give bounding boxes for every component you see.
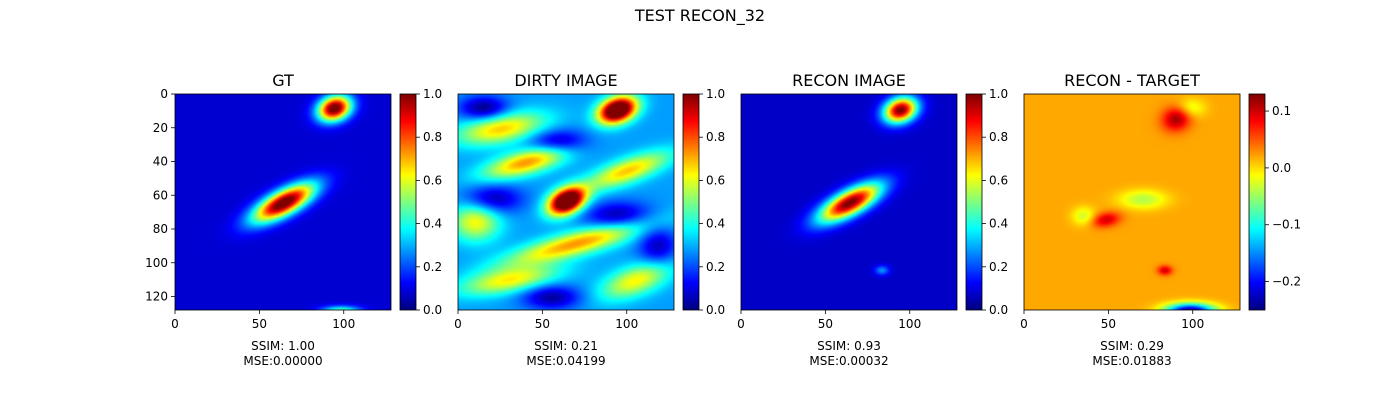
subplot-title: RECON - TARGET xyxy=(1064,71,1200,90)
colorbar-tick-label: −0.2 xyxy=(1272,275,1301,289)
ssim-label: SSIM: 0.21 xyxy=(534,339,598,353)
x-tick-label: 50 xyxy=(1101,317,1116,331)
x-tick-label: 100 xyxy=(615,317,638,331)
x-tick-label: 100 xyxy=(332,317,355,331)
y-tick-label: 40 xyxy=(153,155,168,169)
colorbar xyxy=(683,94,699,310)
ssim-label: SSIM: 0.93 xyxy=(817,339,881,353)
axes-frame xyxy=(1023,93,1241,311)
mse-label: MSE:0.01883 xyxy=(1092,354,1171,368)
ssim-label: SSIM: 0.29 xyxy=(1100,339,1164,353)
y-tick-label: 20 xyxy=(153,121,168,135)
colorbar-tick-label: 0.0 xyxy=(1272,161,1291,175)
colorbar-frame xyxy=(965,93,983,311)
colorbar-tick-label: 0.4 xyxy=(706,217,725,231)
colorbar-tick-label: 1.0 xyxy=(989,87,1008,101)
y-tick-label: 0 xyxy=(160,87,168,101)
colorbar-frame xyxy=(399,93,417,311)
colorbar-tick-label: 0.0 xyxy=(423,303,442,317)
x-tick-label: 100 xyxy=(898,317,921,331)
colorbar-tick-label: 0.6 xyxy=(706,173,725,187)
colorbar-tick-label: 0.0 xyxy=(706,303,725,317)
colorbar-tick-label: 0.2 xyxy=(706,260,725,274)
heatmap-image xyxy=(1024,94,1240,310)
figure-suptitle: TEST RECON_32 xyxy=(634,6,766,25)
colorbar xyxy=(1249,94,1265,310)
colorbar xyxy=(400,94,416,310)
subplot-title: RECON IMAGE xyxy=(792,71,906,90)
axes-frame xyxy=(457,93,675,311)
x-tick-label: 0 xyxy=(171,317,179,331)
colorbar-tick-label: 1.0 xyxy=(706,87,725,101)
mse-label: MSE:0.04199 xyxy=(526,354,605,368)
y-tick-label: 120 xyxy=(145,290,168,304)
ssim-label: SSIM: 1.00 xyxy=(251,339,315,353)
x-tick-label: 50 xyxy=(252,317,267,331)
mse-label: MSE:0.00000 xyxy=(243,354,322,368)
y-tick-label: 100 xyxy=(145,256,168,270)
colorbar-tick-label: 0.6 xyxy=(423,173,442,187)
colorbar-tick-label: 0.2 xyxy=(989,260,1008,274)
colorbar-tick-label: 0.0 xyxy=(989,303,1008,317)
y-tick-label: 60 xyxy=(153,188,168,202)
heatmap-image xyxy=(741,94,957,310)
colorbar-frame xyxy=(682,93,700,311)
colorbar-tick-label: 0.2 xyxy=(423,260,442,274)
x-tick-label: 0 xyxy=(737,317,745,331)
x-tick-label: 50 xyxy=(818,317,833,331)
axes-frame xyxy=(740,93,958,311)
x-tick-label: 0 xyxy=(1020,317,1028,331)
x-tick-label: 0 xyxy=(454,317,462,331)
subplot-0: GT 0 50 100 0 20 40 60 80 100 120 SSIM: 1.00MSE:0.0… xyxy=(145,71,442,368)
x-tick-label: 100 xyxy=(1181,317,1204,331)
colorbar-tick-label: 0.4 xyxy=(423,217,442,231)
subplot-title: DIRTY IMAGE xyxy=(514,71,617,90)
colorbar-tick-label: 0.6 xyxy=(989,173,1008,187)
colorbar-tick-label: 0.1 xyxy=(1272,104,1291,118)
heatmap-image xyxy=(175,94,391,310)
colorbar-tick-label: 0.8 xyxy=(989,130,1008,144)
colorbar-tick-label: −0.1 xyxy=(1272,218,1301,232)
colorbar-tick-label: 0.8 xyxy=(706,130,725,144)
subplot-3: RECON - TARGET 0 50 100 SSIM: 0.29MSE:0.0188… xyxy=(1020,71,1301,368)
mse-label: MSE:0.00032 xyxy=(809,354,888,368)
colorbar-tick-label: 1.0 xyxy=(423,87,442,101)
colorbar xyxy=(966,94,982,310)
x-tick-label: 50 xyxy=(535,317,550,331)
axes-frame xyxy=(174,93,392,311)
subplot-title: GT xyxy=(272,71,294,90)
colorbar-tick-label: 0.8 xyxy=(423,130,442,144)
heatmap-image xyxy=(458,94,674,310)
colorbar-tick-label: 0.4 xyxy=(989,217,1008,231)
colorbar-frame xyxy=(1248,93,1266,311)
y-tick-label: 80 xyxy=(153,222,168,236)
